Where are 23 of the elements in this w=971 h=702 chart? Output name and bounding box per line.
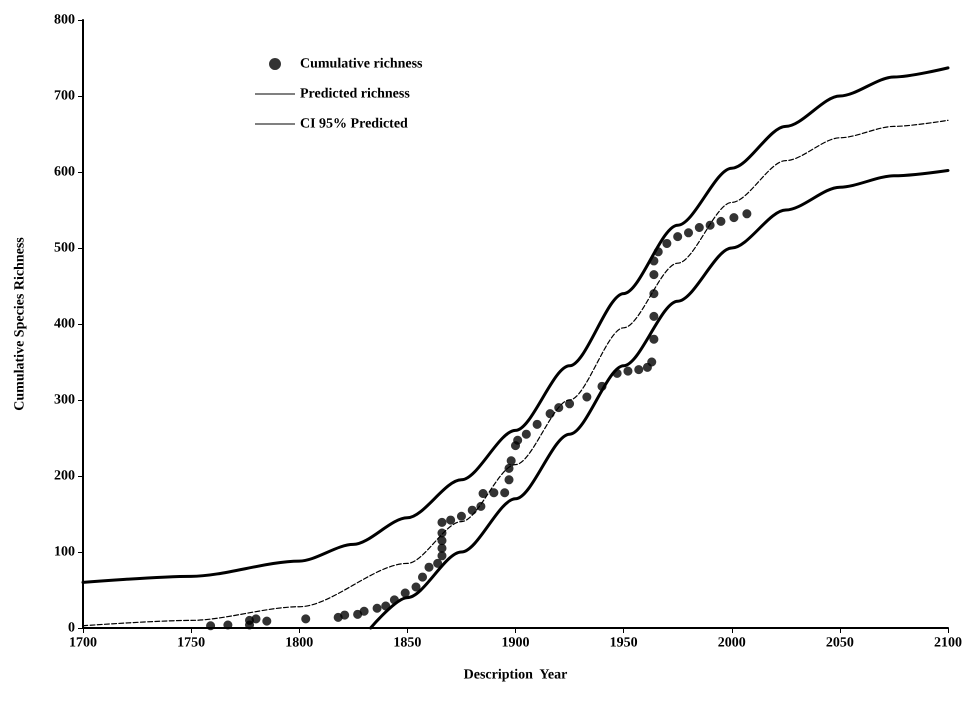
y-tick-label: 200 <box>54 468 75 484</box>
y-tick-label: 300 <box>54 392 75 408</box>
legend-label: Cumulative richness <box>300 56 424 72</box>
y-tick-label: 700 <box>54 88 75 104</box>
y-tick-label: 100 <box>54 544 75 560</box>
x-tick-label: 1700 <box>69 636 97 650</box>
y-tick-label: 400 <box>54 316 75 332</box>
x-tick-label: 2100 <box>934 636 962 650</box>
legend-label: Predicted richness <box>300 86 410 102</box>
y-tick-label: 0 <box>68 620 75 636</box>
x-tick-label: 1750 <box>177 636 206 650</box>
x-tick-label: 1900 <box>502 636 530 650</box>
y-tick-label: 800 <box>54 12 75 28</box>
x-tick-label: 2000 <box>718 636 746 650</box>
x-tick-label: 1950 <box>610 636 638 650</box>
x-tick-label: 1850 <box>393 636 422 650</box>
x-axis-title: Description Year <box>464 668 568 682</box>
y-axis-title: Cumulative Species Richness <box>12 236 28 411</box>
y-tick-label: 600 <box>54 164 75 180</box>
y-tick-label: 500 <box>54 240 75 256</box>
x-tick-label: 2050 <box>826 636 854 650</box>
x-tick-label: 1800 <box>285 636 314 650</box>
legend-label: CI 95% Predicted <box>300 116 408 132</box>
